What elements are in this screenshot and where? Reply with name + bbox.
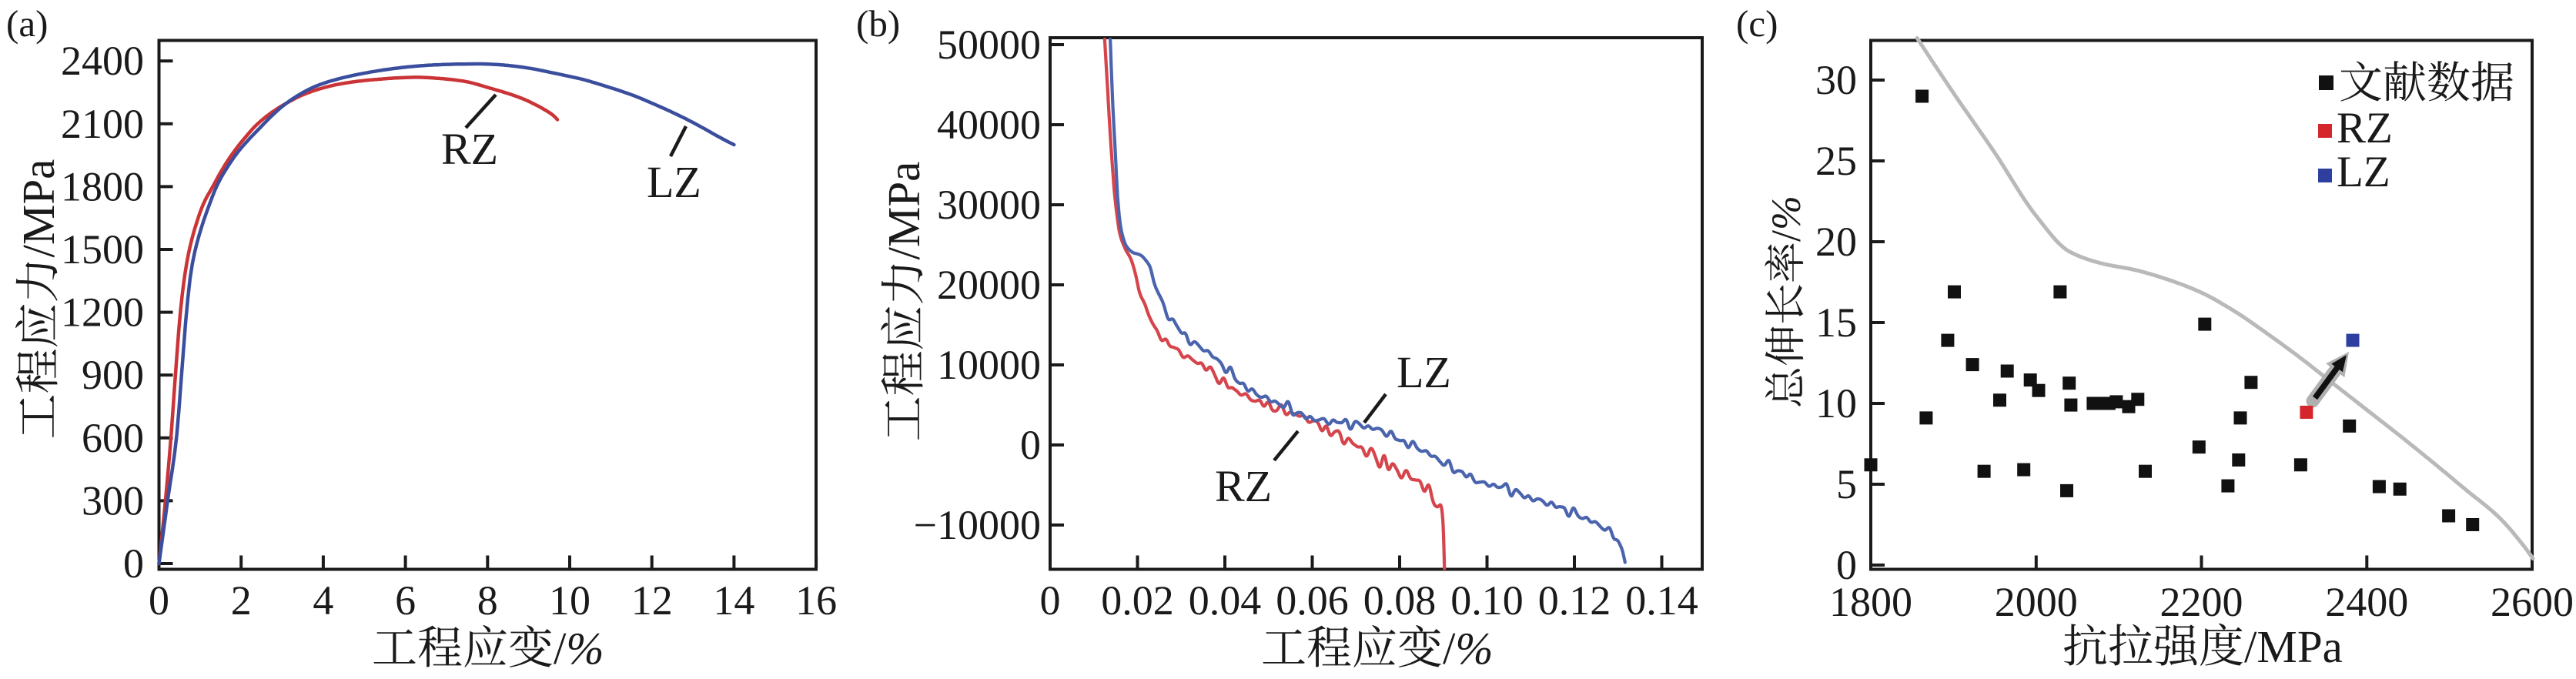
svg-text:14: 14: [713, 577, 754, 624]
svg-text:0: 0: [149, 577, 169, 624]
svg-text:1200: 1200: [61, 289, 144, 336]
svg-text:/%: /%: [1443, 623, 1494, 674]
svg-text:5: 5: [1836, 461, 1857, 507]
svg-text:2000: 2000: [1995, 579, 2078, 625]
svg-text:10: 10: [1815, 380, 1857, 426]
svg-text:2600: 2600: [2491, 579, 2574, 625]
svg-text:2100: 2100: [61, 101, 144, 147]
svg-text:25: 25: [1815, 138, 1857, 184]
svg-text:LZ: LZ: [2337, 148, 2390, 196]
svg-text:16: 16: [795, 577, 837, 624]
svg-text:/MPa: /MPa: [13, 159, 64, 258]
svg-text:/%: /%: [554, 623, 604, 674]
svg-text:10: 10: [549, 577, 590, 624]
svg-text:0.10: 0.10: [1450, 577, 1524, 624]
svg-text:−10000: −10000: [914, 502, 1041, 548]
svg-text:300: 300: [82, 477, 144, 523]
svg-text:1800: 1800: [61, 163, 144, 209]
svg-text:900: 900: [82, 352, 144, 398]
svg-text:20000: 20000: [937, 262, 1041, 308]
svg-text:0: 0: [1836, 542, 1857, 588]
svg-text:0.04: 0.04: [1189, 577, 1262, 624]
svg-text:/MPa: /MPa: [878, 162, 929, 260]
svg-text:0: 0: [1020, 422, 1041, 468]
svg-text:(a): (a): [6, 2, 48, 45]
svg-text:LZ: LZ: [1397, 347, 1451, 397]
svg-text:LZ: LZ: [647, 157, 701, 207]
svg-text:0.14: 0.14: [1625, 577, 1698, 624]
svg-text:1500: 1500: [61, 226, 144, 273]
svg-text:0: 0: [1040, 577, 1061, 624]
svg-text:30: 30: [1815, 57, 1857, 103]
svg-text:0: 0: [123, 540, 144, 587]
svg-text:2: 2: [231, 577, 252, 624]
svg-text:/%: /%: [1763, 196, 1809, 242]
svg-text:50000: 50000: [937, 22, 1041, 68]
svg-text:15: 15: [1815, 299, 1857, 346]
svg-text:30000: 30000: [937, 182, 1041, 228]
svg-text:12: 12: [631, 577, 673, 624]
svg-text:40000: 40000: [937, 102, 1041, 148]
svg-text:(b): (b): [856, 2, 900, 45]
svg-text:0.02: 0.02: [1101, 577, 1174, 624]
svg-text:2400: 2400: [2325, 579, 2408, 625]
svg-text:/MPa: /MPa: [2244, 621, 2343, 672]
svg-text:4: 4: [313, 577, 333, 624]
svg-text:0.06: 0.06: [1276, 577, 1349, 624]
svg-text:10000: 10000: [937, 342, 1041, 388]
svg-text:8: 8: [477, 577, 498, 624]
svg-text:6: 6: [395, 577, 416, 624]
svg-text:2400: 2400: [61, 38, 144, 84]
svg-text:600: 600: [82, 415, 144, 461]
svg-text:0.12: 0.12: [1538, 577, 1611, 624]
svg-text:RZ: RZ: [2337, 104, 2393, 152]
svg-text:RZ: RZ: [1215, 461, 1272, 511]
svg-text:0.08: 0.08: [1363, 577, 1437, 624]
svg-text:(c): (c): [1736, 2, 1778, 45]
svg-text:1800: 1800: [1829, 579, 1912, 625]
svg-text:20: 20: [1815, 219, 1857, 265]
svg-text:RZ: RZ: [441, 124, 498, 174]
svg-text:2200: 2200: [2160, 579, 2243, 625]
